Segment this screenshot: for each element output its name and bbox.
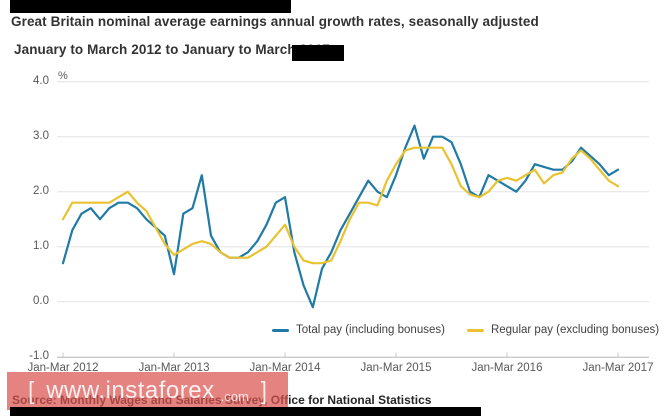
legend-item-regular-pay: Regular pay (excluding bonuses) [466,324,660,336]
total-pay-legend-label: Total pay (including bonuses) [296,324,445,336]
redaction-bar-title [292,45,344,61]
watermark-bracket-right: ] [260,376,267,405]
regular-pay-legend-label: Regular pay (excluding bonuses) [490,324,660,336]
chart-title-line1: Great Britain nominal average earnings a… [11,14,539,29]
regular-pay-line [61,146,620,265]
y-tick-label-2.0: 2.0 [33,184,49,197]
x-tick-label: Jan-Mar 2014 [249,362,321,374]
x-tick-label: Jan-Mar 2017 [582,362,654,374]
y-tick-label-4.0: 4.0 [33,74,49,87]
chart-legend: Total pay (including bonuses) Regular pa… [272,324,659,336]
x-tick-label: Jan-Mar 2015 [360,362,432,374]
y-axis-unit-label: % [58,70,68,82]
y-tick-label--1.0: -1.0 [29,349,49,362]
legend-item-total-pay: Total pay (including bonuses) [272,324,445,336]
y-tick-label-3.0: 3.0 [33,129,49,142]
watermark-domain-text: .com [220,389,249,404]
regular-pay-line-swatch [466,328,484,332]
watermark-bracket-left: [ [28,376,35,405]
y-tick-label-0.0: 0.0 [33,294,49,307]
x-axis-ticks [62,352,619,358]
total-pay-line [61,124,620,309]
chart-title-line2: January to March 2012 to January to Marc… [14,42,330,57]
redaction-bar-bottom [10,407,481,416]
redaction-bar-top [10,0,291,13]
total-pay-line-swatch [272,328,289,332]
x-tick-label: Jan-Mar 2013 [138,362,210,374]
watermark-banner: [ www.instaforex .com ] [7,372,288,410]
watermark-site-text: www.instaforex [46,377,215,404]
gridlines [57,81,649,358]
x-tick-label: Jan-Mar 2012 [27,362,99,374]
y-tick-label-1.0: 1.0 [33,239,49,252]
x-tick-label: Jan-Mar 2016 [471,362,543,374]
